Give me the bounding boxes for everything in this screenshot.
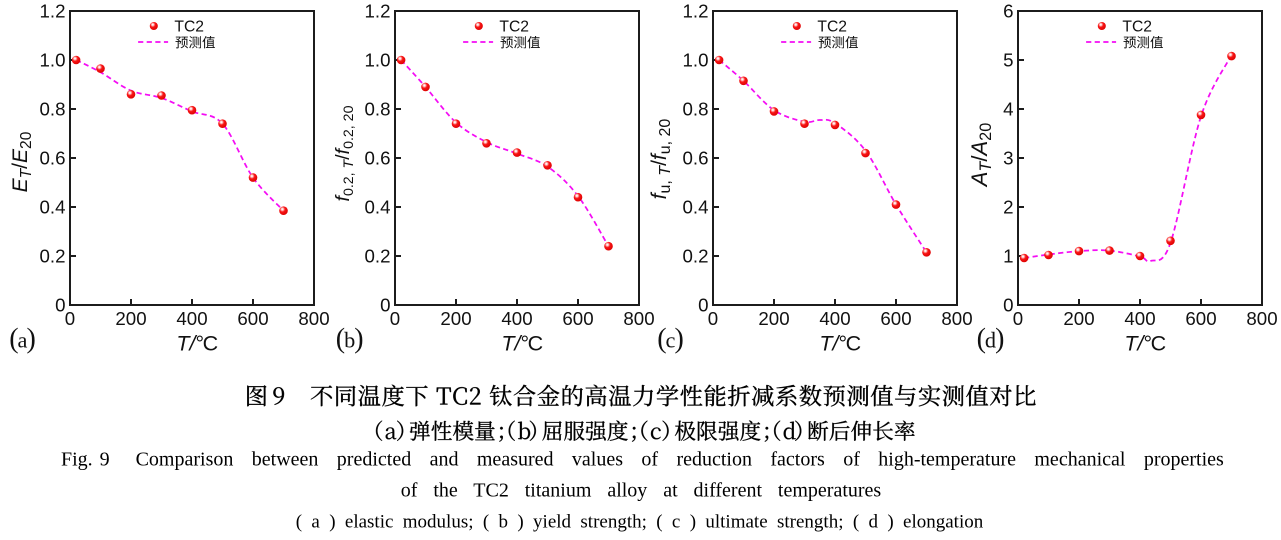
svg-text:TC2: TC2 [499, 18, 529, 35]
svg-text:0: 0 [390, 308, 400, 329]
svg-text:200: 200 [1063, 308, 1094, 329]
svg-text:0.8: 0.8 [683, 99, 709, 120]
svg-text:200: 200 [440, 308, 471, 329]
svg-text:0.6: 0.6 [683, 148, 709, 169]
svg-text:T/°C: T/°C [501, 332, 543, 356]
svg-text:(d): (d) [977, 324, 1005, 355]
svg-text:600: 600 [237, 308, 268, 329]
svg-text:800: 800 [941, 308, 972, 329]
svg-text:(b): (b) [336, 324, 364, 355]
svg-text:0: 0 [698, 295, 708, 316]
svg-text:400: 400 [819, 308, 850, 329]
svg-text:400: 400 [1124, 308, 1155, 329]
svg-text:0.2: 0.2 [40, 246, 66, 267]
svg-text:5: 5 [1003, 50, 1013, 71]
svg-text:0.6: 0.6 [40, 148, 66, 169]
svg-text:TC2: TC2 [174, 18, 204, 35]
svg-text:400: 400 [501, 308, 532, 329]
svg-text:0.2: 0.2 [365, 246, 391, 267]
svg-text:( a ) elastic modulus; ( b ) y: ( a ) elastic modulus; ( b ) yield stren… [296, 511, 984, 532]
svg-text:0.8: 0.8 [40, 99, 66, 120]
svg-text:T/°C: T/°C [1124, 332, 1166, 356]
svg-text:1.0: 1.0 [365, 50, 391, 71]
svg-text:(c): (c) [657, 324, 684, 355]
svg-text:4: 4 [1003, 99, 1013, 120]
svg-text:fu, T/fu, 20: fu, T/fu, 20 [648, 119, 674, 200]
svg-text:1.2: 1.2 [683, 1, 709, 22]
svg-text:0: 0 [380, 295, 390, 316]
svg-text:AT/A20: AT/A20 [967, 123, 995, 189]
svg-text:f0.2, T/f0.2, 20: f0.2, T/f0.2, 20 [332, 105, 357, 201]
svg-text:Fig. 9: Fig. 9 [61, 449, 110, 471]
svg-text:T/°C: T/°C [176, 332, 218, 356]
svg-text:800: 800 [298, 308, 329, 329]
svg-text:0.2: 0.2 [683, 246, 709, 267]
svg-text:1: 1 [1003, 246, 1013, 267]
svg-text:0: 0 [65, 308, 75, 329]
svg-text:0: 0 [1013, 308, 1023, 329]
svg-text:Comparison between predicted a: Comparison between predicted and measure… [136, 449, 1224, 471]
svg-text:(a): (a) [9, 324, 36, 355]
svg-text:600: 600 [1185, 308, 1216, 329]
svg-text:T/°C: T/°C [819, 332, 861, 356]
svg-text:0.8: 0.8 [365, 99, 391, 120]
svg-text:0: 0 [1003, 295, 1013, 316]
svg-text:1.0: 1.0 [40, 50, 66, 71]
svg-text:6: 6 [1003, 1, 1013, 22]
svg-text:0.6: 0.6 [365, 148, 391, 169]
svg-text:600: 600 [880, 308, 911, 329]
svg-text:0: 0 [55, 295, 65, 316]
svg-text:200: 200 [758, 308, 789, 329]
svg-text:0.4: 0.4 [365, 197, 391, 218]
svg-text:0: 0 [708, 308, 718, 329]
svg-text:2: 2 [1003, 197, 1013, 218]
svg-text:0.4: 0.4 [683, 197, 709, 218]
svg-text:600: 600 [562, 308, 593, 329]
svg-text:TC2: TC2 [817, 18, 847, 35]
svg-text:1.2: 1.2 [365, 1, 391, 22]
svg-text:TC2: TC2 [1122, 18, 1152, 35]
svg-text:1.0: 1.0 [683, 50, 709, 71]
svg-text:1.2: 1.2 [40, 1, 66, 22]
svg-text:of the TC2 titanium alloy at d: of the TC2 titanium alloy at different t… [401, 480, 882, 502]
svg-text:800: 800 [623, 308, 654, 329]
svg-text:800: 800 [1246, 308, 1277, 329]
svg-text:3: 3 [1003, 148, 1013, 169]
svg-text:0.4: 0.4 [40, 197, 66, 218]
svg-text:ET/E20: ET/E20 [9, 131, 35, 192]
svg-text:200: 200 [115, 308, 146, 329]
svg-text:400: 400 [176, 308, 207, 329]
